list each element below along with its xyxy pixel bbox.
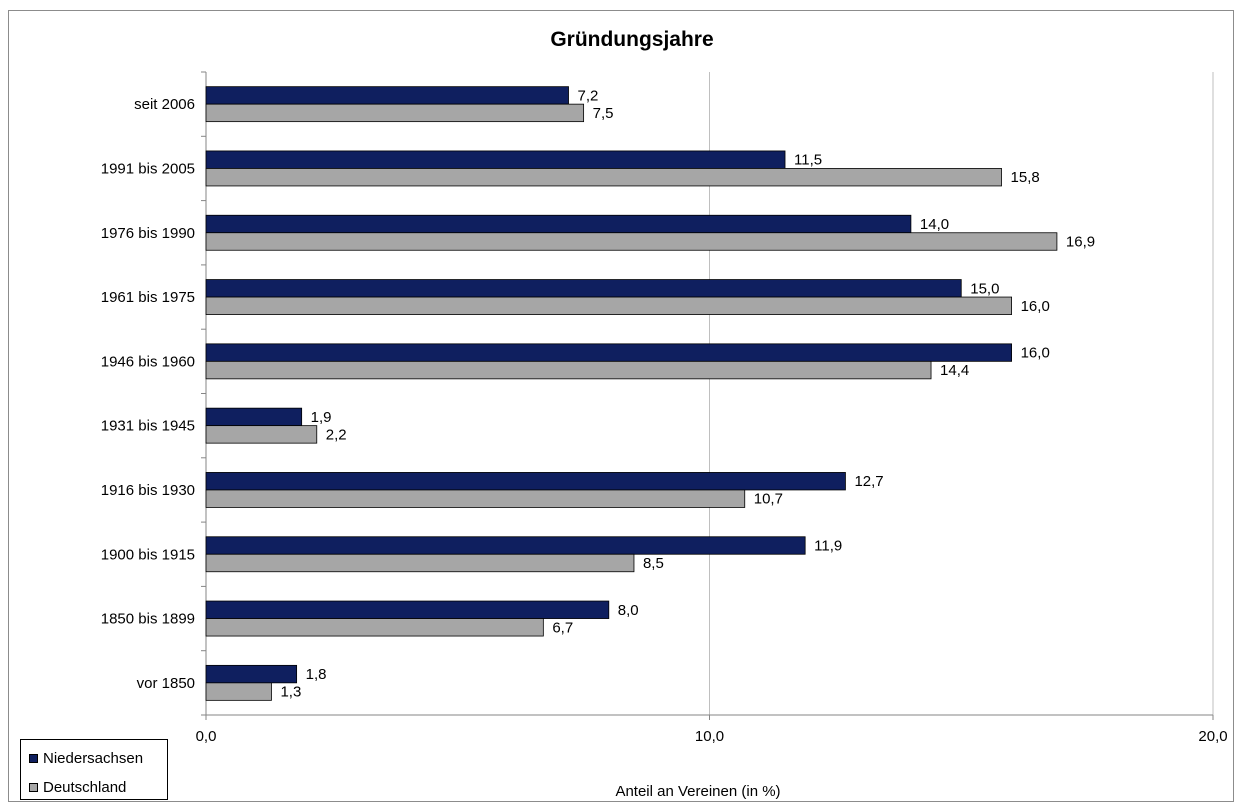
bar-deutschland <box>205 232 1058 251</box>
legend-swatch-deutschland <box>29 783 38 792</box>
data-labels: 7,27,5 11,5 15,8 14,0 16,9 15,0 16,0 16,0 14,4 1,… <box>280 87 1095 700</box>
data-label-deutschland: 7,5 <box>593 105 614 122</box>
legend-label-niedersachsen: Niedersachsen <box>43 750 144 767</box>
x-tick-label: 10,0 <box>695 728 724 745</box>
legend-item-niedersachsen: Niedersachsen <box>29 750 143 768</box>
legend-label-deutschland: Deutschland <box>43 779 127 796</box>
bar-deutschland <box>205 168 1002 187</box>
data-label-deutschland: 15,8 <box>1011 169 1040 186</box>
data-label-deutschland: 16,0 <box>1021 298 1050 315</box>
legend: Niedersachsen Deutschland <box>20 739 168 800</box>
y-category-label: 1900 bis 1915 <box>101 546 195 563</box>
bar-niedersachsen <box>205 279 962 298</box>
data-label-niedersachsen: 8,0 <box>618 602 639 619</box>
y-category-label: 1931 bis 1945 <box>101 418 195 435</box>
bar-deutschland <box>205 682 272 701</box>
y-category-label: seit 2006 <box>134 96 195 113</box>
x-tick-label: 0,0 <box>196 728 217 745</box>
axes: 0,0 10,0 20,0 seit 2006 1991 bis 2005 1976 bi… <box>101 71 1228 745</box>
data-label-niedersachsen: 16,0 <box>1021 345 1050 362</box>
data-label-niedersachsen: 7,2 <box>578 87 599 104</box>
data-label-deutschland: 14,4 <box>940 362 969 379</box>
x-tick-label: 20,0 <box>1198 728 1227 745</box>
bar-niedersachsen <box>205 600 610 619</box>
data-label-deutschland: 6,7 <box>552 619 573 636</box>
data-label-niedersachsen: 15,0 <box>970 280 999 297</box>
bar-niedersachsen <box>205 214 912 234</box>
bar-deutschland <box>205 103 585 123</box>
legend-swatch-niedersachsen <box>29 754 38 763</box>
bar-niedersachsen <box>205 407 303 427</box>
data-label-niedersachsen: 12,7 <box>854 473 883 490</box>
chart-title: Gründungsjahre <box>550 28 713 51</box>
bar-deutschland <box>205 553 635 573</box>
bar-niedersachsen <box>205 86 569 105</box>
data-label-niedersachsen: 1,8 <box>306 666 327 683</box>
bar-niedersachsen <box>205 472 846 491</box>
y-category-label: 1850 bis 1899 <box>101 611 195 628</box>
data-label-deutschland: 8,5 <box>643 555 664 572</box>
data-label-niedersachsen: 11,9 <box>814 538 842 555</box>
y-category-label: 1946 bis 1960 <box>101 353 195 370</box>
data-label-deutschland: 10,7 <box>754 491 783 508</box>
data-label-deutschland: 2,2 <box>326 426 347 443</box>
x-axis-title: Anteil an Vereinen (in %) <box>615 783 780 800</box>
data-label-niedersachsen: 1,9 <box>311 409 332 426</box>
bar-deutschland <box>205 360 932 380</box>
legend-item-deutschland: Deutschland <box>29 779 126 797</box>
bar-niedersachsen <box>205 343 1012 362</box>
data-label-niedersachsen: 11,5 <box>794 152 822 169</box>
y-category-label: 1976 bis 1990 <box>101 225 195 242</box>
bar-niedersachsen <box>205 664 298 684</box>
y-category-label: 1961 bis 1975 <box>101 289 195 306</box>
y-category-label: vor 1850 <box>137 675 195 692</box>
bar-deutschland <box>205 425 318 444</box>
y-category-label: 1991 bis 2005 <box>101 160 195 177</box>
bar-deutschland <box>205 296 1012 315</box>
data-label-deutschland: 1,3 <box>280 684 301 701</box>
y-category-label: 1916 bis 1930 <box>101 482 195 499</box>
bars <box>205 86 1058 701</box>
bar-niedersachsen <box>205 150 786 169</box>
data-label-niedersachsen: 14,0 <box>920 216 949 233</box>
bar-deutschland <box>205 489 746 508</box>
bar-niedersachsen <box>205 536 806 555</box>
bar-deutschland <box>205 618 544 637</box>
data-label-deutschland: 16,9 <box>1066 234 1095 251</box>
